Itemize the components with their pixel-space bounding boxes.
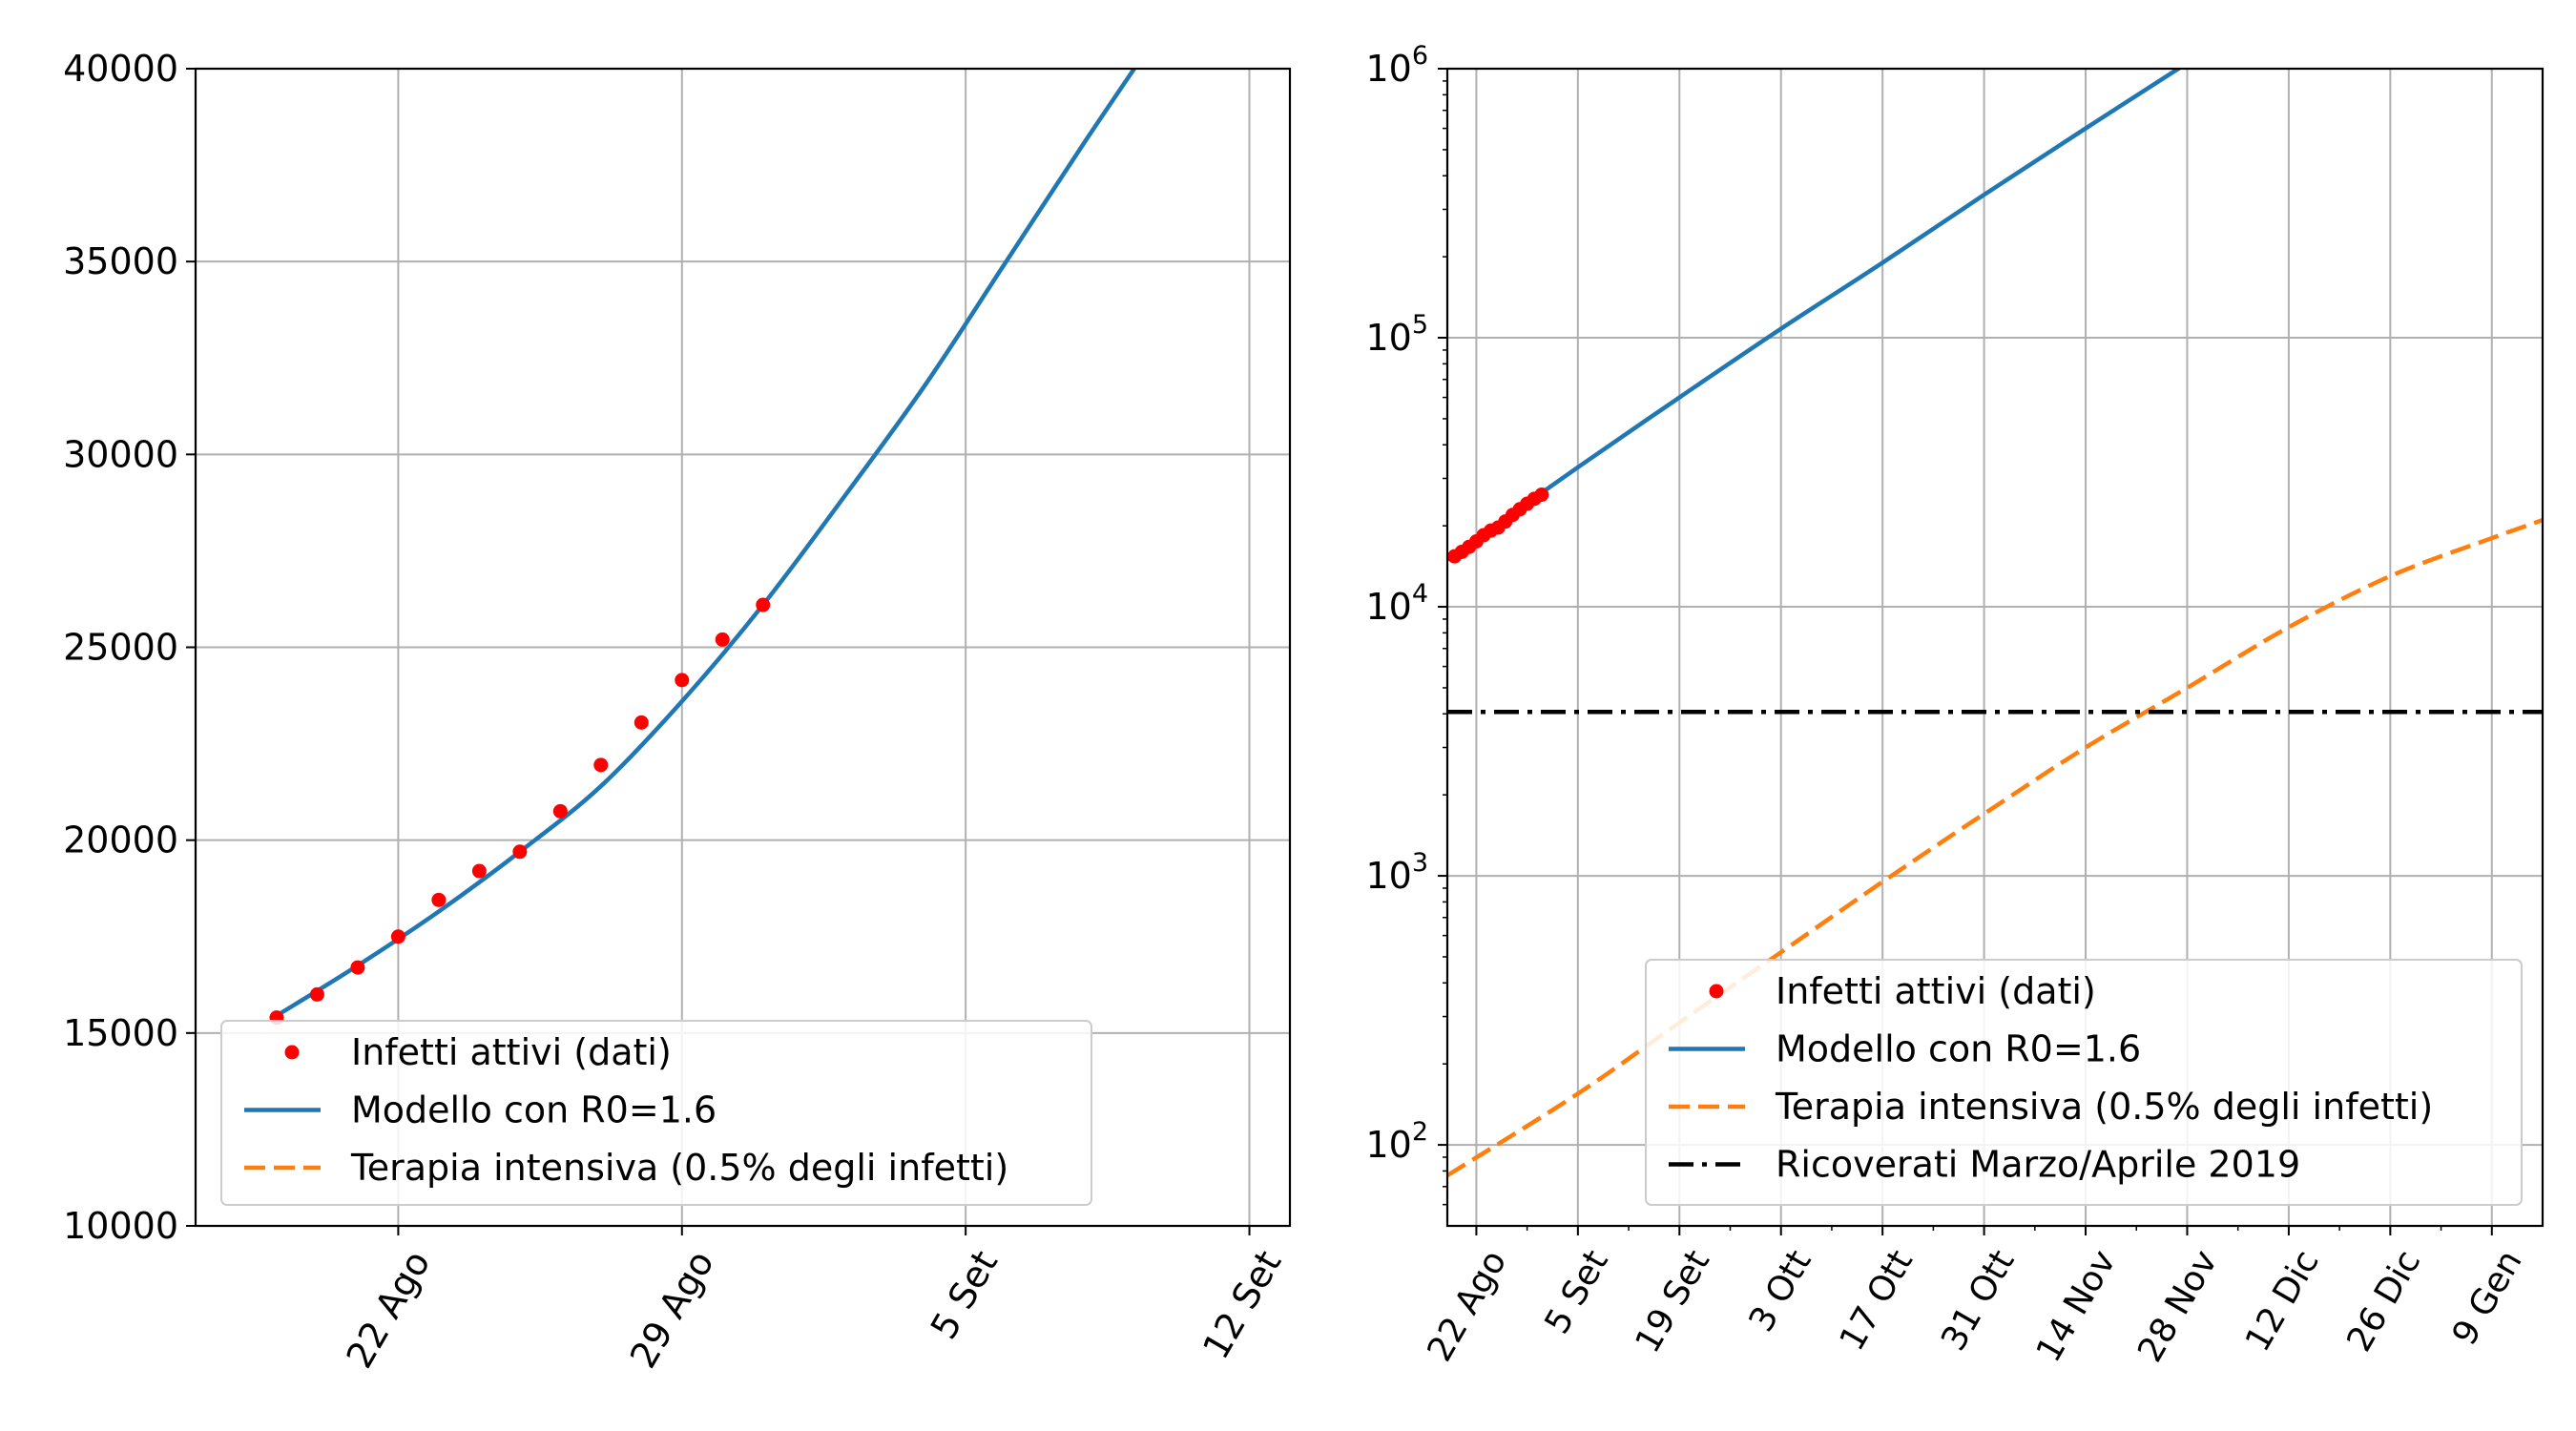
y-tick-label: 25000	[63, 627, 178, 669]
legend-label: Infetti attivi (dati)	[351, 1031, 672, 1073]
data-point	[675, 673, 690, 688]
data-point	[1534, 487, 1549, 503]
legend-label: Ricoverati Marzo/Aprile 2019	[1776, 1144, 2300, 1186]
y-tick-label: 15000	[63, 1012, 178, 1054]
data-point	[471, 863, 487, 879]
legend-label: Modello con R0=1.6	[351, 1089, 717, 1131]
series-line	[275, 69, 1137, 1018]
series-line	[1447, 69, 2183, 562]
legend-label: Modello con R0=1.6	[1776, 1028, 2141, 1070]
data-point	[593, 757, 609, 773]
legend: Infetti attivi (dati) Modello con R0=1.6 T…	[220, 1020, 1092, 1206]
y-tick-label: 103	[1365, 848, 1428, 897]
legend: Infetti attivi (dati) Modello con R0=1.6 T…	[1645, 959, 2523, 1206]
legend-marker	[284, 1045, 300, 1060]
y-tick-label: 105	[1365, 310, 1428, 359]
y-tick-label: 106	[1365, 41, 1428, 90]
y-tick-label: 40000	[63, 48, 178, 90]
legend-label: Terapia intensiva (0.5% degli infetti)	[1775, 1086, 2433, 1128]
y-tick-label: 30000	[63, 433, 178, 475]
data-point	[309, 986, 324, 1002]
data-point	[350, 960, 365, 975]
data-point	[390, 929, 405, 944]
legend-box	[1645, 959, 2523, 1206]
data-point	[552, 803, 568, 819]
legend-marker	[1709, 984, 1724, 999]
y-tick-label: 102	[1365, 1117, 1428, 1166]
series-points	[1447, 487, 1549, 564]
y-tick-label: 104	[1365, 579, 1428, 628]
data-point	[634, 715, 649, 730]
data-point	[431, 892, 447, 907]
data-point	[756, 597, 771, 612]
axes-frame	[1445, 67, 2545, 1228]
legend-label: Infetti attivi (dati)	[1776, 970, 2096, 1012]
legend-box	[220, 1020, 1092, 1206]
y-minor-ticks	[1443, 80, 1447, 1206]
y-tick-label: 35000	[63, 240, 178, 282]
data-point	[512, 844, 528, 860]
y-tick-label: 20000	[63, 819, 178, 861]
data-point	[715, 632, 730, 647]
y-tick-label: 10000	[63, 1205, 178, 1247]
legend-label: Terapia intensiva (0.5% degli infetti)	[350, 1147, 1008, 1189]
